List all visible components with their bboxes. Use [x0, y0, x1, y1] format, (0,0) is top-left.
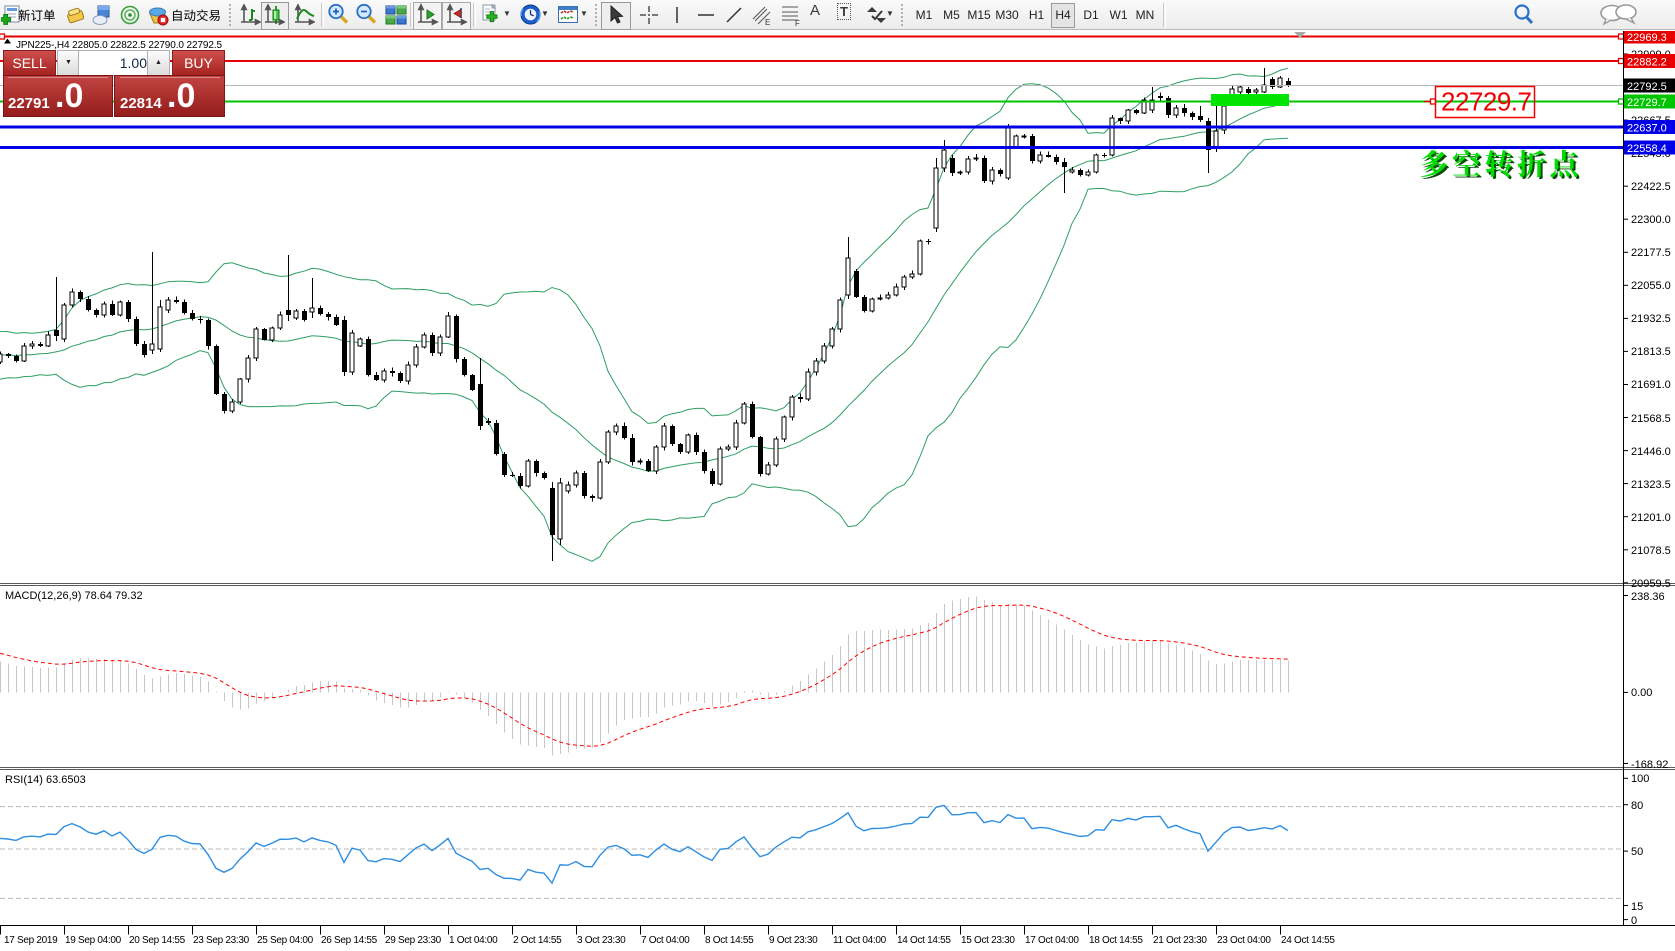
svg-text:21323.5: 21323.5 [1631, 479, 1671, 491]
svg-text:18 Oct 14:55: 18 Oct 14:55 [1089, 935, 1143, 946]
svg-text:21078.5: 21078.5 [1631, 545, 1671, 557]
svg-text:22729.7: 22729.7 [1627, 97, 1667, 109]
svg-text:14 Oct 14:55: 14 Oct 14:55 [897, 935, 951, 946]
svg-text:21201.0: 21201.0 [1631, 512, 1671, 524]
svg-text:50: 50 [1631, 846, 1643, 858]
svg-text:3 Oct 23:30: 3 Oct 23:30 [577, 935, 626, 946]
svg-text:29 Sep 23:30: 29 Sep 23:30 [385, 935, 442, 946]
svg-text:9 Oct 23:30: 9 Oct 23:30 [769, 935, 818, 946]
svg-text:RSI(14) 63.6503: RSI(14) 63.6503 [5, 774, 86, 786]
svg-text:0.00: 0.00 [1631, 687, 1652, 699]
svg-text:21932.5: 21932.5 [1631, 313, 1671, 325]
svg-text:100: 100 [1631, 773, 1649, 785]
svg-text:23 Sep 23:30: 23 Sep 23:30 [193, 935, 250, 946]
svg-text:22558.4: 22558.4 [1627, 143, 1667, 155]
svg-text:19 Sep 04:00: 19 Sep 04:00 [65, 935, 122, 946]
svg-text:21813.5: 21813.5 [1631, 346, 1671, 358]
svg-text:22729.7: 22729.7 [1441, 87, 1532, 117]
svg-text:22969.3: 22969.3 [1627, 32, 1667, 44]
svg-text:15 Oct 23:30: 15 Oct 23:30 [961, 935, 1015, 946]
svg-text:JPN225-,H4 22805.0 22822.5 22: JPN225-,H4 22805.0 22822.5 22790.0 22792… [16, 40, 223, 51]
svg-text:17 Sep 2019: 17 Sep 2019 [4, 935, 58, 946]
svg-text:22882.2: 22882.2 [1627, 57, 1667, 69]
svg-text:20959.5: 20959.5 [1631, 578, 1671, 590]
svg-text:22300.0: 22300.0 [1631, 214, 1671, 226]
svg-text:24 Oct 14:55: 24 Oct 14:55 [1281, 935, 1335, 946]
svg-text:25 Sep 04:00: 25 Sep 04:00 [257, 935, 314, 946]
svg-text:22177.5: 22177.5 [1631, 247, 1671, 259]
svg-text:26 Sep 14:55: 26 Sep 14:55 [321, 935, 378, 946]
svg-text:0: 0 [1631, 915, 1637, 927]
svg-text:20 Sep 14:55: 20 Sep 14:55 [129, 935, 186, 946]
svg-text:21691.0: 21691.0 [1631, 379, 1671, 391]
svg-text:21446.0: 21446.0 [1631, 446, 1671, 458]
svg-text:2 Oct 14:55: 2 Oct 14:55 [513, 935, 562, 946]
svg-text:11 Oct 04:00: 11 Oct 04:00 [833, 935, 887, 946]
svg-text:7 Oct 04:00: 7 Oct 04:00 [641, 935, 690, 946]
svg-text:22792.5: 22792.5 [1627, 81, 1667, 93]
svg-text:22637.0: 22637.0 [1627, 123, 1667, 135]
svg-text:8 Oct 14:55: 8 Oct 14:55 [705, 935, 754, 946]
svg-text:17 Oct 04:00: 17 Oct 04:00 [1025, 935, 1079, 946]
svg-text:MACD(12,26,9) 78.64 79.32: MACD(12,26,9) 78.64 79.32 [5, 590, 143, 602]
svg-text:21568.5: 21568.5 [1631, 413, 1671, 425]
svg-text:21 Oct 23:30: 21 Oct 23:30 [1153, 935, 1207, 946]
svg-text:23 Oct 04:00: 23 Oct 04:00 [1217, 935, 1271, 946]
svg-text:22055.0: 22055.0 [1631, 280, 1671, 292]
svg-text:E: E [765, 18, 770, 27]
svg-text:F: F [795, 19, 800, 27]
svg-text:1 Oct 04:00: 1 Oct 04:00 [449, 935, 498, 946]
svg-text:15: 15 [1631, 901, 1643, 913]
svg-text:22422.5: 22422.5 [1631, 181, 1671, 193]
svg-text:80: 80 [1631, 800, 1643, 812]
svg-text:-168.92: -168.92 [1631, 759, 1668, 771]
svg-text:238.36: 238.36 [1631, 591, 1665, 603]
